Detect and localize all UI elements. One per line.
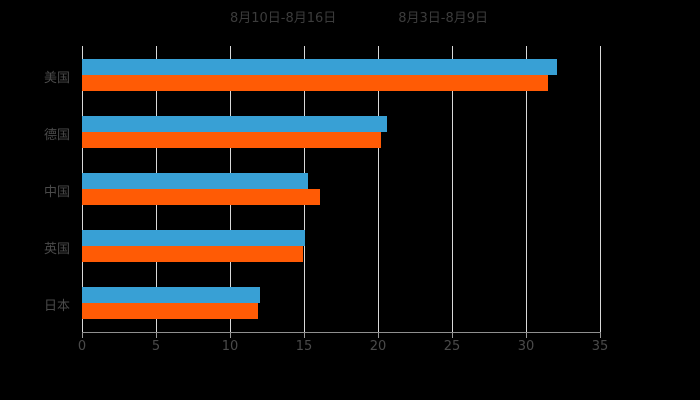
ytick-label-1: 德国 bbox=[43, 127, 70, 143]
xtick-label-1: 5 bbox=[151, 339, 161, 354]
chart-legend: 8月10日-8月16日 8月3日-8月9日 bbox=[0, 8, 700, 30]
xtick-label-4: 20 bbox=[369, 339, 387, 354]
x-axis-tick bbox=[600, 332, 601, 338]
bar-美国-series-0[interactable] bbox=[82, 58, 558, 75]
x-axis-tick bbox=[82, 332, 83, 338]
xtick-label-0: 0 bbox=[77, 339, 87, 354]
legend-item-series-0[interactable]: 8月10日-8月16日 bbox=[212, 12, 336, 26]
ytick-label-2: 中国 bbox=[43, 185, 70, 200]
gridline bbox=[378, 46, 379, 332]
xtick-label-7: 35 bbox=[591, 339, 609, 354]
bar-德国-series-1[interactable] bbox=[82, 131, 381, 148]
bar-英国-series-0[interactable] bbox=[82, 230, 306, 247]
bar-日本-series-0[interactable] bbox=[82, 287, 260, 304]
ytick-label-0: 美国 bbox=[43, 70, 70, 86]
plot-area bbox=[82, 46, 601, 338]
gridline bbox=[600, 46, 601, 332]
gridline bbox=[452, 46, 453, 332]
x-axis-tick bbox=[378, 332, 379, 338]
xtick-label-5: 25 bbox=[443, 339, 461, 354]
legend-label-series-0: 8月10日-8月16日 bbox=[229, 11, 337, 26]
x-axis-tick bbox=[230, 332, 231, 338]
bar-德国-series-0[interactable] bbox=[82, 115, 387, 132]
gridline bbox=[526, 46, 527, 332]
legend-label-series-1: 8月3日-8月9日 bbox=[398, 11, 489, 26]
xtick-label-2: 10 bbox=[221, 339, 239, 354]
bar-日本-series-1[interactable] bbox=[82, 303, 259, 320]
x-axis-tick bbox=[526, 332, 527, 338]
bar-中国-series-1[interactable] bbox=[82, 189, 321, 205]
x-axis-tick bbox=[452, 332, 453, 338]
bar-中国-series-0[interactable] bbox=[82, 173, 309, 189]
xtick-label-3: 15 bbox=[295, 339, 313, 354]
xtick-label-6: 30 bbox=[517, 339, 535, 354]
ytick-label-3: 英国 bbox=[43, 242, 70, 258]
x-axis-line bbox=[82, 332, 601, 333]
legend-item-series-1[interactable]: 8月3日-8月9日 bbox=[380, 12, 488, 26]
ytick-label-4: 日本 bbox=[43, 299, 70, 315]
bar-英国-series-1[interactable] bbox=[82, 246, 303, 263]
legend-marker-circle-icon bbox=[212, 14, 223, 25]
bar-美国-series-1[interactable] bbox=[82, 74, 549, 91]
legend-marker-square-icon bbox=[380, 14, 391, 25]
x-axis-tick bbox=[304, 332, 305, 338]
x-axis-tick bbox=[156, 332, 157, 338]
